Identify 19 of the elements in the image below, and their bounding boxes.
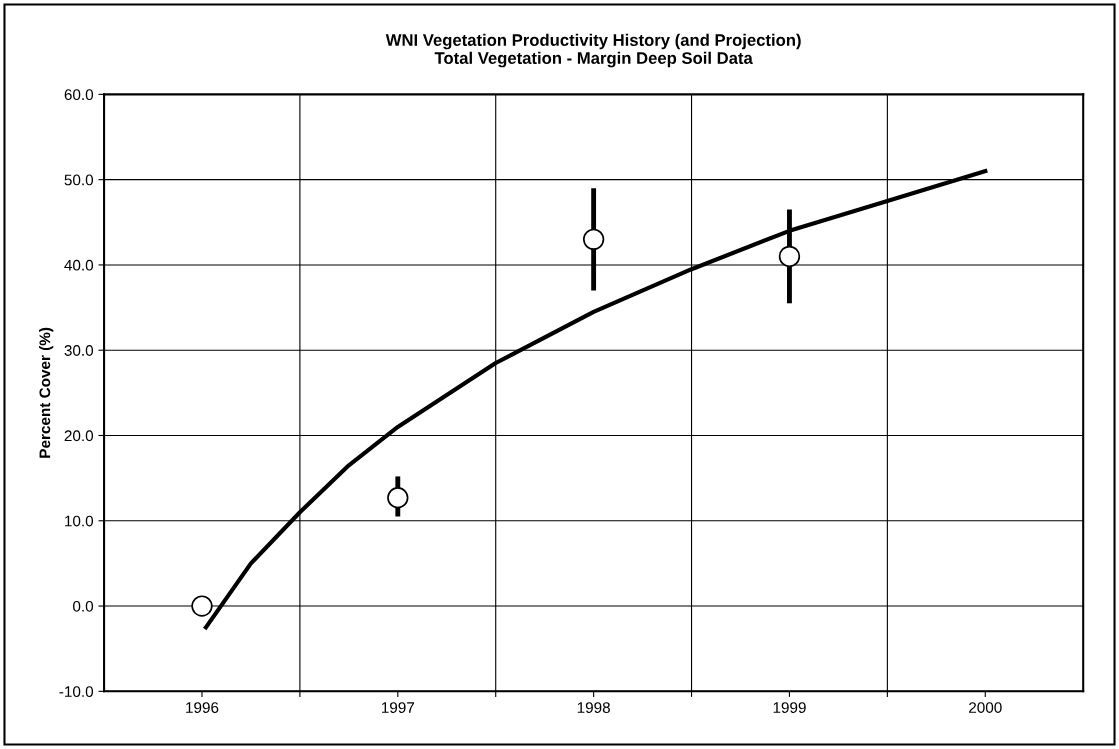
x-tick-label: 1996 — [186, 702, 219, 713]
y-tick-label: -10.0 — [59, 686, 94, 698]
y-tick-label: 30.0 — [64, 345, 94, 356]
chart-title: WNI Vegetation Productivity History (and Projection) Total Vegetation - Margin Deep Soil Data — [385, 33, 801, 68]
point — [191, 595, 213, 617]
x-tick-label: 1997 — [381, 702, 415, 713]
y-tick-label: 20.0 — [64, 430, 94, 442]
x-tick-label: 1999 — [773, 702, 806, 713]
x-tick-label: 1998 — [577, 702, 610, 713]
point — [387, 487, 409, 509]
y-tick-label: 40.0 — [64, 259, 94, 271]
y-axis-title: Percent Cover (%) — [39, 327, 54, 458]
point — [582, 228, 605, 251]
y-tick-label: 0.0 — [73, 600, 94, 612]
x-tick-label: 2000 — [969, 702, 1002, 713]
y-tick-label: 60.0 — [64, 89, 94, 101]
point — [778, 245, 801, 268]
y-tick-label: 10.0 — [65, 515, 94, 527]
y-tick-label: 50.0 — [64, 174, 94, 186]
